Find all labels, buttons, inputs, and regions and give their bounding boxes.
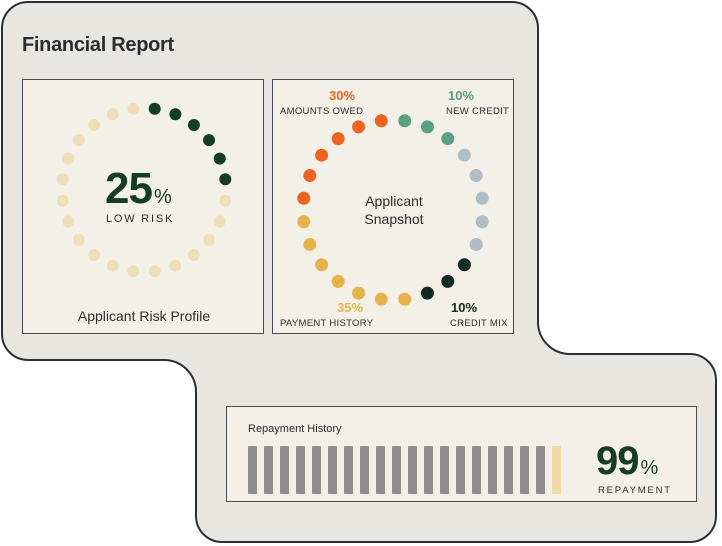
repayment-score-value: 99 [596,439,639,483]
repayment-history-title: Repayment History [248,423,342,435]
risk-dot [203,233,216,246]
risk-level-label: LOW RISK [106,213,175,225]
repayment-bar [520,446,529,494]
risk-dot [219,173,232,186]
new-credit-label: NEW CREDIT [446,106,510,117]
snapshot-dot [475,191,489,205]
snapshot-dot [297,215,311,229]
repayment-bar [264,446,273,494]
risk-dot-ring [56,102,232,278]
snapshot-dot [475,215,489,229]
snapshot-dot [457,148,471,162]
snapshot-dot [398,114,412,128]
risk-dot [213,215,226,228]
risk-dot [148,102,161,115]
repayment-bar [376,446,385,494]
snapshot-dot [469,169,483,183]
repayment-score: 99% [596,441,658,488]
repayment-bar [456,446,465,494]
risk-dot [106,259,119,272]
repayment-bar [408,446,417,494]
payment-history-pct: 35% [337,300,364,315]
risk-dot [219,194,232,207]
risk-profile-card: 25% LOW RISK Applicant Risk Profile [22,79,264,334]
applicant-snapshot-card: 30% AMOUNTS OWED 10% NEW CREDIT Applican… [272,79,514,334]
snapshot-dot-ring [297,114,489,306]
repayment-bar [344,446,353,494]
repayment-history-card: Repayment History 99% REPAYMENT [226,406,697,502]
new-credit-pct: 10% [448,88,475,103]
repayment-bar [504,446,513,494]
snapshot-dot [331,274,345,288]
snapshot-dot [441,274,455,288]
snapshot-dot [331,132,345,146]
snapshot-dot [441,132,455,146]
repayment-bar [472,446,481,494]
risk-dot [187,118,200,131]
risk-dot [88,118,101,131]
snapshot-dot [352,120,366,134]
risk-score-unit: % [153,186,172,208]
risk-dot [148,265,161,278]
risk-dot [72,233,85,246]
risk-dot [213,152,226,165]
snapshot-dot [420,286,434,300]
repayment-bar [328,446,337,494]
snapshot-center-line2: Snapshot [364,211,424,227]
credit-mix-pct: 10% [451,300,478,315]
repayment-bar [440,446,449,494]
repayment-bar [248,446,257,494]
repayment-bar [488,446,497,494]
page-title: Financial Report [22,34,174,56]
snapshot-dot [297,191,311,205]
snapshot-center-line1: Applicant [365,193,423,209]
repayment-bar [552,446,561,494]
repayment-score-unit: % [640,457,659,479]
snapshot-dot [420,120,434,134]
snapshot-center-label: Applicant Snapshot [344,192,444,228]
repayment-bar [392,446,401,494]
amounts-owed-label: AMOUNTS OWED [280,106,364,117]
repayment-bar [536,446,545,494]
amounts-owed-pct: 30% [329,88,356,103]
snapshot-dot [374,114,388,128]
repayment-bar [312,446,321,494]
risk-dot [106,108,119,121]
risk-dot [187,249,200,262]
payment-history-label: PAYMENT HISTORY [280,318,374,329]
risk-dot [169,108,182,121]
risk-dot [203,134,216,147]
risk-dot [62,215,75,228]
snapshot-dot [398,292,412,306]
snapshot-dot [303,169,317,183]
repayment-bar [280,446,289,494]
risk-dot [56,194,69,207]
snapshot-dot [352,286,366,300]
repayment-bar [424,446,433,494]
risk-dot [127,265,140,278]
repayment-label: REPAYMENT [598,485,672,496]
snapshot-dot [374,292,388,306]
repayment-bar [360,446,369,494]
risk-dot [88,249,101,262]
credit-mix-label: CREDIT MIX [450,318,508,329]
risk-dot [127,102,140,115]
risk-score: 25% [105,167,172,219]
snapshot-dot [315,148,329,162]
snapshot-dot [303,237,317,251]
snapshot-dot [457,258,471,272]
snapshot-dot [469,237,483,251]
snapshot-dot [315,258,329,272]
risk-score-value: 25 [105,164,153,213]
risk-profile-caption: Applicant Risk Profile [77,308,211,324]
risk-dot [56,173,69,186]
repayment-bar [296,446,305,494]
risk-dot [62,152,75,165]
risk-dot [169,259,182,272]
risk-dot [72,134,85,147]
